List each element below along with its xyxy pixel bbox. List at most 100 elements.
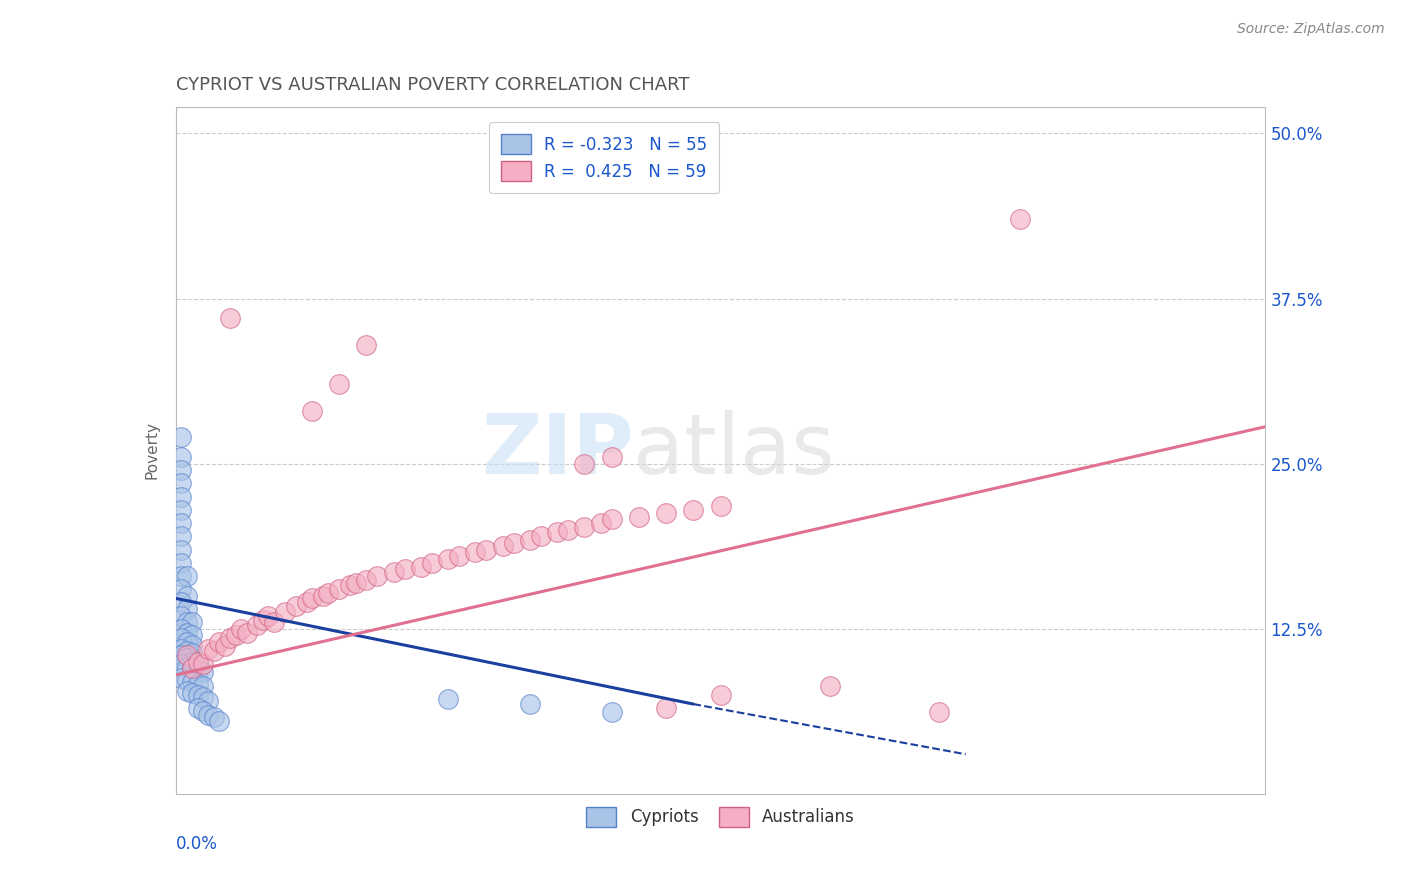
Text: Source: ZipAtlas.com: Source: ZipAtlas.com	[1237, 22, 1385, 37]
Point	[600, 450, 623, 464]
Point	[181, 661, 204, 675]
Point	[655, 506, 678, 520]
Point	[191, 665, 214, 680]
Point	[176, 650, 198, 665]
Point	[197, 641, 219, 656]
Point	[818, 679, 841, 693]
Point	[186, 701, 209, 715]
Point	[274, 605, 297, 619]
Point	[928, 705, 950, 719]
Text: ZIP: ZIP	[481, 410, 633, 491]
Point	[682, 503, 704, 517]
Point	[546, 525, 568, 540]
Point	[176, 602, 198, 616]
Point	[284, 599, 307, 614]
Y-axis label: Poverty: Poverty	[145, 421, 160, 480]
Point	[366, 569, 388, 583]
Point	[170, 657, 193, 672]
Point	[574, 520, 596, 534]
Point	[344, 575, 367, 590]
Point	[409, 559, 432, 574]
Text: CYPRIOT VS AUSTRALIAN POVERTY CORRELATION CHART: CYPRIOT VS AUSTRALIAN POVERTY CORRELATIO…	[176, 77, 689, 95]
Point	[176, 625, 198, 640]
Point	[176, 615, 198, 630]
Point	[197, 694, 219, 708]
Point	[231, 622, 253, 636]
Point	[197, 707, 219, 722]
Point	[257, 608, 280, 623]
Point	[519, 697, 541, 711]
Point	[181, 628, 204, 642]
Point	[170, 556, 193, 570]
Point	[589, 516, 612, 530]
Point	[181, 615, 204, 630]
Point	[176, 660, 198, 674]
Point	[170, 463, 193, 477]
Point	[170, 641, 193, 656]
Point	[710, 688, 733, 702]
Point	[574, 457, 596, 471]
Point	[655, 701, 678, 715]
Point	[170, 622, 193, 636]
Point	[181, 686, 204, 700]
Point	[170, 516, 193, 530]
Point	[186, 688, 209, 702]
Point	[557, 523, 579, 537]
Point	[1010, 212, 1032, 227]
Point	[181, 646, 204, 660]
Point	[219, 631, 242, 645]
Point	[519, 533, 541, 548]
Point	[382, 565, 405, 579]
Point	[186, 655, 209, 669]
Point	[170, 608, 193, 623]
Point	[492, 539, 515, 553]
Point	[219, 311, 242, 326]
Point	[208, 635, 231, 649]
Point	[318, 586, 340, 600]
Point	[328, 377, 350, 392]
Point	[170, 631, 193, 645]
Point	[170, 671, 193, 685]
Point	[170, 503, 193, 517]
Point	[181, 661, 204, 675]
Point	[186, 664, 209, 678]
Point	[464, 545, 486, 559]
Point	[437, 551, 460, 566]
Point	[420, 556, 443, 570]
Point	[328, 582, 350, 596]
Point	[530, 529, 553, 543]
Point	[191, 679, 214, 693]
Point	[176, 683, 198, 698]
Point	[301, 404, 323, 418]
Point	[176, 673, 198, 688]
Text: atlas: atlas	[633, 410, 835, 491]
Point	[176, 648, 198, 663]
Point	[191, 690, 214, 705]
Point	[181, 674, 204, 689]
Point	[502, 536, 524, 550]
Point	[170, 595, 193, 609]
Point	[176, 644, 198, 658]
Point	[170, 529, 193, 543]
Point	[252, 613, 274, 627]
Point	[627, 509, 650, 524]
Point	[176, 635, 198, 649]
Point	[202, 644, 225, 658]
Point	[394, 562, 416, 576]
Point	[181, 655, 204, 669]
Text: 0.0%: 0.0%	[176, 835, 218, 853]
Point	[600, 512, 623, 526]
Point	[202, 710, 225, 724]
Point	[246, 617, 269, 632]
Point	[170, 490, 193, 504]
Point	[225, 628, 247, 642]
Point	[170, 648, 193, 663]
Point	[181, 638, 204, 652]
Point	[170, 476, 193, 491]
Point	[235, 625, 257, 640]
Point	[176, 589, 198, 603]
Point	[710, 499, 733, 513]
Point	[186, 655, 209, 669]
Point	[356, 338, 378, 352]
Point	[176, 569, 198, 583]
